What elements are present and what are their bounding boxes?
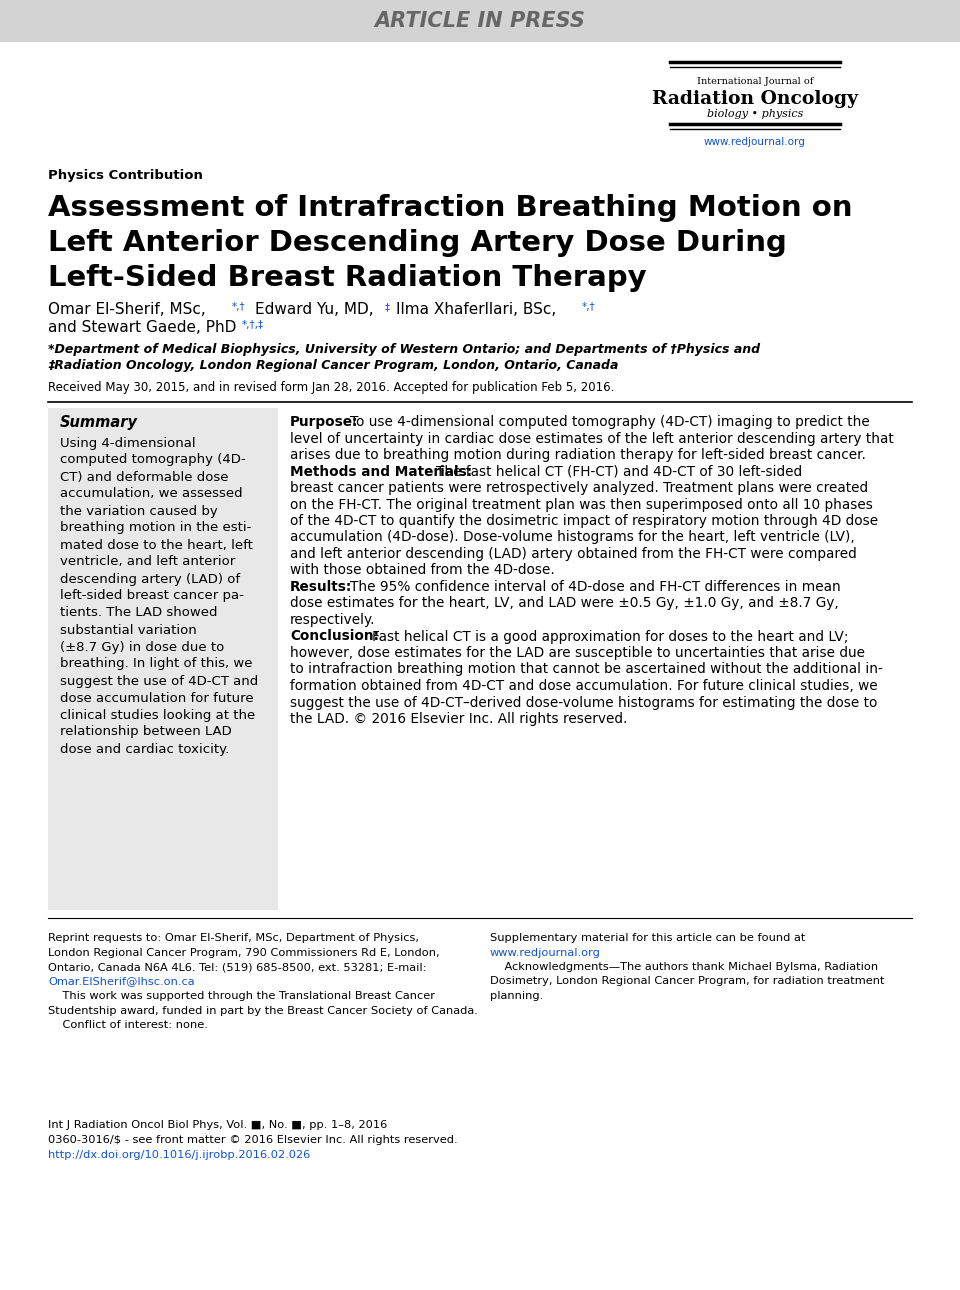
Text: Omar.ElSherif@lhsc.on.ca: Omar.ElSherif@lhsc.on.ca [48, 977, 195, 987]
Text: (±8.7 Gy) in dose due to: (±8.7 Gy) in dose due to [60, 641, 225, 654]
Text: Edward Yu, MD,: Edward Yu, MD, [255, 302, 373, 317]
Text: Left Anterior Descending Artery Dose During: Left Anterior Descending Artery Dose Dur… [48, 230, 787, 257]
Text: planning.: planning. [490, 991, 543, 1001]
Text: however, dose estimates for the LAD are susceptible to uncertainties that arise : however, dose estimates for the LAD are … [290, 646, 865, 660]
Text: clinical studies looking at the: clinical studies looking at the [60, 708, 255, 721]
Bar [48, 408, 278, 909]
Text: Methods and Materials:: Methods and Materials: [290, 464, 472, 479]
Text: ARTICLE IN PRESS: ARTICLE IN PRESS [374, 12, 586, 31]
Text: on the FH-CT. The original treatment plan was then superimposed onto all 10 phas: on the FH-CT. The original treatment pla… [290, 498, 873, 512]
Text: Conclusion:: Conclusion: [290, 630, 379, 644]
Text: and left anterior descending (LAD) artery obtained from the FH-CT were compared: and left anterior descending (LAD) arter… [290, 547, 856, 561]
Text: tients. The LAD showed: tients. The LAD showed [60, 606, 218, 619]
Text: ventricle, and left anterior: ventricle, and left anterior [60, 556, 235, 569]
Text: level of uncertainty in cardiac dose estimates of the left anterior descending a: level of uncertainty in cardiac dose est… [290, 431, 894, 445]
Text: arises due to breathing motion during radiation therapy for left-sided breast ca: arises due to breathing motion during ra… [290, 448, 866, 462]
Text: Assessment of Intrafraction Breathing Motion on: Assessment of Intrafraction Breathing Mo… [48, 194, 852, 222]
Text: Supplementary material for this article can be found at: Supplementary material for this article … [490, 933, 805, 943]
Text: London Regional Cancer Program, 790 Commissioners Rd E, London,: London Regional Cancer Program, 790 Comm… [48, 947, 440, 957]
Text: dose accumulation for future: dose accumulation for future [60, 691, 253, 704]
Text: breast cancer patients were retrospectively analyzed. Treatment plans were creat: breast cancer patients were retrospectiv… [290, 481, 868, 495]
Text: the LAD. © 2016 Elsevier Inc. All rights reserved.: the LAD. © 2016 Elsevier Inc. All rights… [290, 712, 628, 726]
Text: the variation caused by: the variation caused by [60, 504, 218, 517]
Text: Purpose:: Purpose: [290, 415, 358, 430]
Text: Fast helical CT is a good approximation for doses to the heart and LV;: Fast helical CT is a good approximation … [372, 630, 849, 644]
Text: respectively.: respectively. [290, 613, 375, 627]
Text: left-sided breast cancer pa-: left-sided breast cancer pa- [60, 590, 244, 602]
Text: Int J Radiation Oncol Biol Phys, Vol. ■, No. ■, pp. 1–8, 2016: Int J Radiation Oncol Biol Phys, Vol. ■,… [48, 1120, 387, 1130]
Text: *,†,‡: *,†,‡ [242, 320, 264, 330]
Text: formation obtained from 4D-CT and dose accumulation. For future clinical studies: formation obtained from 4D-CT and dose a… [290, 679, 877, 693]
Text: ‡: ‡ [385, 302, 390, 312]
Bar [0, 0, 960, 43]
Text: relationship between LAD: relationship between LAD [60, 725, 231, 738]
Text: www.redjournal.org: www.redjournal.org [490, 947, 601, 957]
Text: Dosimetry, London Regional Cancer Program, for radiation treatment: Dosimetry, London Regional Cancer Progra… [490, 977, 884, 987]
Text: ‡Radiation Oncology, London Regional Cancer Program, London, Ontario, Canada: ‡Radiation Oncology, London Regional Can… [48, 360, 618, 373]
Text: Radiation Oncology: Radiation Oncology [652, 90, 858, 108]
Text: This work was supported through the Translational Breast Cancer: This work was supported through the Tran… [48, 991, 435, 1001]
Text: Acknowledgments—The authors thank Michael Bylsma, Radiation: Acknowledgments—The authors thank Michae… [490, 962, 878, 971]
Text: Using 4-dimensional: Using 4-dimensional [60, 436, 196, 449]
Text: accumulation, we assessed: accumulation, we assessed [60, 488, 243, 501]
Text: breathing motion in the esti-: breathing motion in the esti- [60, 521, 252, 534]
Text: Omar El-Sherif, MSc,: Omar El-Sherif, MSc, [48, 302, 205, 317]
Text: www.redjournal.org: www.redjournal.org [704, 137, 806, 147]
Text: *,†: *,† [582, 302, 595, 312]
Text: accumulation (4D-dose). Dose-volume histograms for the heart, left ventricle (LV: accumulation (4D-dose). Dose-volume hist… [290, 530, 854, 544]
Text: of the 4D-CT to quantify the dosimetric impact of respiratory motion through 4D : of the 4D-CT to quantify the dosimetric … [290, 513, 878, 528]
Text: dose and cardiac toxicity.: dose and cardiac toxicity. [60, 743, 229, 756]
Text: substantial variation: substantial variation [60, 623, 197, 636]
Text: International Journal of: International Journal of [697, 77, 813, 86]
Text: Reprint requests to: Omar El-Sherif, MSc, Department of Physics,: Reprint requests to: Omar El-Sherif, MSc… [48, 933, 419, 943]
Text: Physics Contribution: Physics Contribution [48, 169, 203, 182]
Text: suggest the use of 4D-CT–derived dose-volume histograms for estimating the dose : suggest the use of 4D-CT–derived dose-vo… [290, 695, 877, 710]
Text: The fast helical CT (FH-CT) and 4D-CT of 30 left-sided: The fast helical CT (FH-CT) and 4D-CT of… [436, 464, 803, 479]
Text: Studentship award, funded in part by the Breast Cancer Society of Canada.: Studentship award, funded in part by the… [48, 1005, 478, 1015]
Text: breathing. In light of this, we: breathing. In light of this, we [60, 658, 252, 671]
Text: with those obtained from the 4D-dose.: with those obtained from the 4D-dose. [290, 564, 555, 578]
Text: mated dose to the heart, left: mated dose to the heart, left [60, 538, 252, 552]
Text: CT) and deformable dose: CT) and deformable dose [60, 471, 228, 484]
Text: Conflict of interest: none.: Conflict of interest: none. [48, 1020, 208, 1029]
Text: Left-Sided Breast Radiation Therapy: Left-Sided Breast Radiation Therapy [48, 264, 647, 292]
Text: dose estimates for the heart, LV, and LAD were ±0.5 Gy, ±1.0 Gy, and ±8.7 Gy,: dose estimates for the heart, LV, and LA… [290, 596, 839, 610]
Text: Received May 30, 2015, and in revised form Jan 28, 2016. Accepted for publicatio: Received May 30, 2015, and in revised fo… [48, 381, 614, 393]
Text: http://dx.doi.org/10.1016/j.ijrobp.2016.02.026: http://dx.doi.org/10.1016/j.ijrobp.2016.… [48, 1149, 310, 1160]
Text: and Stewart Gaede, PhD: and Stewart Gaede, PhD [48, 320, 236, 335]
Text: suggest the use of 4D-CT and: suggest the use of 4D-CT and [60, 675, 258, 688]
Text: 0360-3016/$ - see front matter © 2016 Elsevier Inc. All rights reserved.: 0360-3016/$ - see front matter © 2016 El… [48, 1135, 458, 1146]
Text: Ilma Xhaferllari, BSc,: Ilma Xhaferllari, BSc, [396, 302, 556, 317]
Text: Results:: Results: [290, 580, 352, 593]
Text: The 95% confidence interval of 4D-dose and FH-CT differences in mean: The 95% confidence interval of 4D-dose a… [350, 580, 841, 593]
Text: computed tomography (4D-: computed tomography (4D- [60, 454, 246, 467]
Text: Ontario, Canada N6A 4L6. Tel: (519) 685-8500, ext. 53281; E-mail:: Ontario, Canada N6A 4L6. Tel: (519) 685-… [48, 962, 426, 971]
Text: biology • physics: biology • physics [707, 108, 804, 119]
Text: *Department of Medical Biophysics, University of Western Ontario; and Department: *Department of Medical Biophysics, Unive… [48, 343, 760, 356]
Text: to intrafraction breathing motion that cannot be ascertained without the additio: to intrafraction breathing motion that c… [290, 663, 883, 676]
Text: *,†: *,† [232, 302, 246, 312]
Text: To use 4-dimensional computed tomography (4D-CT) imaging to predict the: To use 4-dimensional computed tomography… [350, 415, 870, 430]
Text: descending artery (LAD) of: descending artery (LAD) of [60, 573, 240, 586]
Text: Summary: Summary [60, 414, 138, 430]
